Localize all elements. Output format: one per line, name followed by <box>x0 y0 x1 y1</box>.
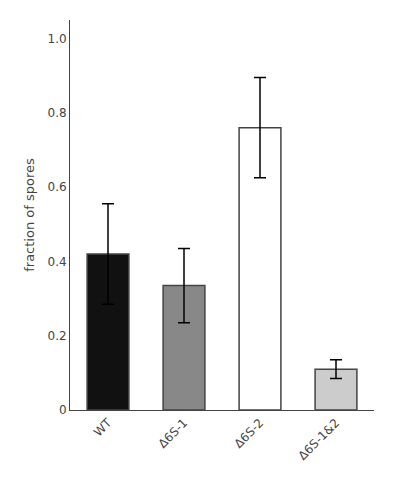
svg-text:WT: WT <box>91 415 115 439</box>
svg-text:fraction of spores: fraction of spores <box>22 158 37 272</box>
svg-text:0.4: 0.4 <box>48 255 67 269</box>
svg-text:0.8: 0.8 <box>48 106 67 120</box>
svg-text:Δ6S-2: Δ6S-2 <box>231 416 266 451</box>
svg-text:0.2: 0.2 <box>48 329 67 343</box>
svg-text:0: 0 <box>59 403 67 417</box>
svg-text:Δ6S-1&2: Δ6S-1&2 <box>295 416 342 463</box>
svg-text:0.6: 0.6 <box>48 180 67 194</box>
svg-text:Δ6S-1: Δ6S-1 <box>155 416 190 451</box>
svg-text:1.0: 1.0 <box>48 32 67 46</box>
